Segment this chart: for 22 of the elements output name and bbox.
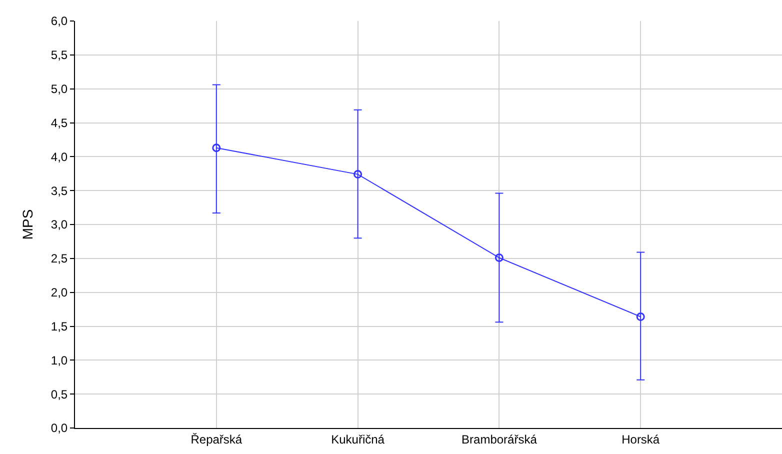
point bbox=[636, 312, 645, 321]
point bbox=[354, 170, 362, 179]
y-tick-label: 3,5 bbox=[50, 184, 68, 198]
y-tick-label: 4,0 bbox=[50, 150, 68, 164]
y-tick-label: 6,0 bbox=[50, 14, 68, 28]
x-tick-label: Bramborářská bbox=[462, 432, 538, 446]
y-tick-label: 2,0 bbox=[50, 286, 68, 300]
x-tick-label: Řepařská bbox=[190, 432, 242, 446]
x-tick-label: Kukuřičná bbox=[331, 432, 385, 446]
y-tick-label: 0,5 bbox=[50, 387, 68, 402]
y-tick-label: 1,0 bbox=[50, 353, 68, 368]
y-tick-label: 1,5 bbox=[50, 319, 68, 334]
y-axis-title: MPS bbox=[20, 209, 36, 240]
y-tick-label: 3,0 bbox=[50, 218, 68, 232]
y-tick-label: 2,5 bbox=[50, 252, 68, 266]
y-tick-label: 0,0 bbox=[50, 421, 68, 436]
y-tick-label: 5,0 bbox=[50, 82, 68, 96]
y-tick-label: 4,5 bbox=[50, 116, 68, 130]
x-tick-label: Horská bbox=[622, 432, 660, 446]
point bbox=[212, 144, 221, 152]
y-tick-label: 5,5 bbox=[50, 48, 68, 62]
point bbox=[494, 253, 504, 262]
